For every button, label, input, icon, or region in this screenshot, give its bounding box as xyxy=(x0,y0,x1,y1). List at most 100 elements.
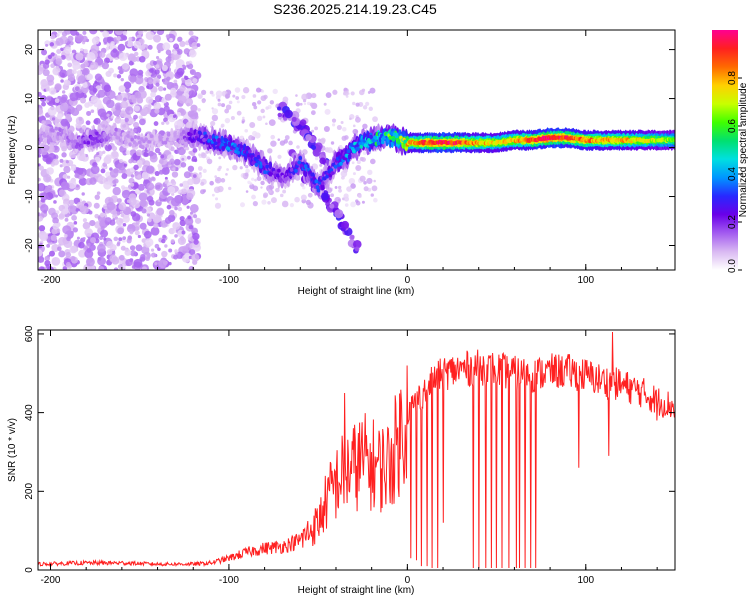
spectrogram-cell xyxy=(56,33,60,37)
spectrogram-cell xyxy=(58,189,66,197)
spectrogram-cell xyxy=(141,171,150,180)
spectrogram-cell xyxy=(138,192,148,202)
spectrogram-cell xyxy=(181,230,186,235)
spectrogram-ridge-cell xyxy=(77,136,82,141)
spectrogram-cell xyxy=(260,186,263,189)
spectrogram-cell xyxy=(314,156,319,161)
colorbar-label: Normalized spectral amplitude xyxy=(738,82,749,217)
spectrogram-cell xyxy=(125,150,131,156)
spectrogram-cell xyxy=(112,179,117,184)
spectrogram-ridge-cell xyxy=(92,140,97,145)
spectrogram-cell xyxy=(174,82,178,87)
spectrogram-cell xyxy=(101,62,109,70)
spectrogram-cell xyxy=(164,244,168,248)
spectrogram-cell xyxy=(50,34,56,40)
spectrogram-cell xyxy=(93,202,100,209)
spectrogram-cell xyxy=(200,181,205,186)
spectrogram-cell xyxy=(126,40,134,48)
spectrogram-cell xyxy=(311,92,317,99)
spectrogram-cell xyxy=(169,209,175,216)
spectrogram-cell xyxy=(252,130,258,137)
snr-x-tick-label: 0 xyxy=(405,575,411,586)
spectrogram-ridge-cell xyxy=(180,139,185,144)
spectrogram-cell xyxy=(82,218,88,223)
spectrogram-cell xyxy=(76,167,84,175)
spectrogram-cell xyxy=(217,98,221,102)
spectrogram-cell xyxy=(185,61,190,66)
spectrogram-cell xyxy=(118,237,123,242)
spectrogram-cell xyxy=(55,58,63,66)
spectrogram-cell xyxy=(130,182,135,187)
spectrogram-cell xyxy=(191,253,200,262)
spectrogram-cell xyxy=(154,69,160,75)
spectrogram-cell xyxy=(65,113,72,120)
spectrogram-cell xyxy=(111,107,116,112)
spectrogram-cell xyxy=(124,117,129,123)
spectrogram-cell xyxy=(234,87,241,93)
spectrogram-cell xyxy=(116,35,121,41)
spectrogram-cell xyxy=(50,234,58,242)
spectrogram-cell xyxy=(155,55,160,60)
spectrogram-ridge-cell xyxy=(68,135,72,140)
spectrogram-cell xyxy=(251,102,257,107)
spectrogram-cell xyxy=(230,116,235,121)
spectrogram-cell xyxy=(192,78,198,84)
spectrogram-cell xyxy=(69,245,78,254)
spectrogram-ridge-cell xyxy=(346,149,351,154)
spectrogram-cell xyxy=(155,82,160,87)
spectrogram-cell xyxy=(111,151,119,158)
spectrogram-cell xyxy=(130,174,135,178)
spectrogram-cell xyxy=(232,94,236,98)
spectrogram-cell xyxy=(345,95,349,98)
spectrogram-cell xyxy=(332,89,338,95)
spectrogram-ridge-cell xyxy=(291,161,295,166)
spectrogram-cell xyxy=(111,256,120,265)
spectrogram-cell xyxy=(122,97,128,102)
spectrogram-cell xyxy=(331,118,337,123)
spectrogram-cell xyxy=(373,197,378,203)
spectrogram-y-tick-label: -20 xyxy=(24,238,35,253)
spectrogram-ridge-cell xyxy=(95,131,99,136)
spectrogram-cell xyxy=(145,256,150,262)
spectrogram-cell xyxy=(350,183,356,189)
spectrogram-cell xyxy=(38,256,45,263)
spectrogram-cell xyxy=(157,74,161,78)
spectrogram-cell xyxy=(252,94,257,98)
spectrogram-cell xyxy=(300,194,307,201)
spectrogram-cell xyxy=(181,157,185,161)
spectrogram-cell xyxy=(49,87,57,95)
spectrogram-ridge-cell xyxy=(396,140,401,145)
spectrogram-cell xyxy=(61,181,70,191)
spectrogram-cell xyxy=(131,56,138,63)
snr-frame xyxy=(37,329,676,571)
spectrogram-cell xyxy=(263,192,269,198)
spectrogram-cell xyxy=(85,120,91,126)
colorbar-gradient xyxy=(712,30,738,270)
spectrogram-cell xyxy=(122,222,127,227)
spectrogram-cell xyxy=(134,75,144,85)
spectrogram-cell xyxy=(355,102,360,107)
spectrogram-cell xyxy=(349,117,352,121)
spectrogram-cell xyxy=(137,183,145,191)
spectrogram-cell xyxy=(350,234,355,239)
spectrogram-cell xyxy=(145,238,154,247)
spectrogram-cell xyxy=(240,202,246,208)
spectrogram-cell xyxy=(214,176,222,184)
spectrogram-cell xyxy=(373,179,376,183)
spectrogram-cell xyxy=(149,154,158,163)
spectrogram-cell xyxy=(129,75,137,83)
spectrogram-cell xyxy=(148,79,153,85)
spectrogram-cell xyxy=(121,62,129,70)
spectrogram-ridge-cell xyxy=(254,162,259,167)
spectrogram-cell xyxy=(53,200,57,204)
spectrogram-cell xyxy=(156,208,164,216)
spectrogram-cell xyxy=(106,240,114,249)
spectrogram-cell xyxy=(173,79,178,84)
spectrogram-cell xyxy=(64,217,69,222)
chart-title: S236.2025.214.19.23.C45 xyxy=(273,1,437,17)
spectrogram-cell xyxy=(166,204,172,210)
spectrogram-cell xyxy=(38,183,46,192)
spectrogram-cell xyxy=(85,257,95,267)
spectrogram-cell xyxy=(38,177,41,182)
spectrogram-cell xyxy=(206,158,213,165)
